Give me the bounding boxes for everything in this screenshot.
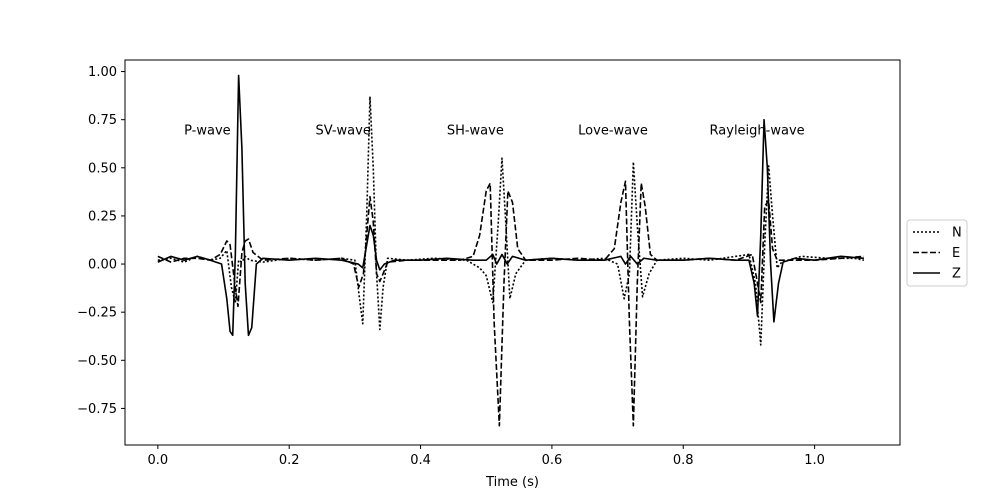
x-tick-label: 0.4 <box>410 453 431 468</box>
wave-annotation: SV-wave <box>315 123 370 138</box>
x-tick-label: 0.2 <box>279 453 300 468</box>
wave-annotation: Love-wave <box>578 123 648 138</box>
y-tick-label: 1.00 <box>88 65 117 80</box>
y-tick-label: −0.25 <box>77 306 117 321</box>
series-z-line <box>157 74 864 337</box>
x-tick-label: 0.8 <box>673 453 694 468</box>
annotations: P-wave SV-wave SH-wave Love-wave Rayleigh-wa… <box>184 123 805 138</box>
legend: NEZ <box>906 219 968 287</box>
y-tick-label: −0.75 <box>77 402 117 417</box>
x-axis: 0.0 0.2 0.4 0.6 0.8 1.0 <box>147 445 825 468</box>
legend-label-z: Z <box>952 267 961 282</box>
wave-annotation: P-wave <box>184 123 231 138</box>
y-tick-label: −0.50 <box>77 354 117 369</box>
y-tick-label: 0.25 <box>88 209 117 224</box>
wave-annotation: Rayleigh-wave <box>710 123 805 138</box>
x-tick-label: 0.6 <box>542 453 563 468</box>
x-tick-label: 0.0 <box>147 453 168 468</box>
y-tick-label: 0.00 <box>88 258 117 273</box>
legend-label-e: E <box>952 246 960 261</box>
plot-frame <box>124 59 901 446</box>
y-axis: −0.75 −0.50 −0.25 0.00 0.25 0.50 0.75 1.00 <box>77 65 125 417</box>
x-tick-label: 1.0 <box>804 453 825 468</box>
legend-label-n: N <box>952 226 962 241</box>
series-n-line <box>157 95 865 346</box>
y-tick-label: 0.75 <box>88 113 117 128</box>
y-tick-label: 0.50 <box>88 161 117 176</box>
wave-annotation: SH-wave <box>447 123 504 138</box>
series-layer <box>157 74 865 427</box>
x-axis-title: Time (s) <box>485 475 539 490</box>
legend-box <box>906 219 968 287</box>
